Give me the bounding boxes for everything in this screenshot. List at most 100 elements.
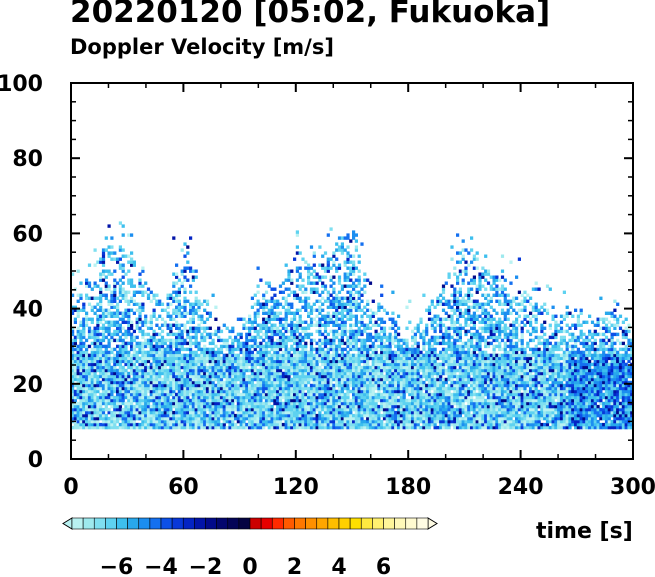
heat-cell [73, 422, 77, 427]
heat-cell [293, 365, 297, 370]
heat-cell [357, 410, 361, 415]
heat-cell [180, 386, 184, 391]
heat-cell [397, 341, 401, 346]
heat-cell [234, 365, 238, 370]
heat-cell [217, 326, 221, 330]
heat-cell [366, 425, 370, 430]
heat-cell [318, 377, 322, 382]
heat-cell [90, 407, 94, 412]
heat-cell [183, 326, 187, 330]
heat-cell [152, 359, 156, 364]
heat-cell [318, 422, 322, 427]
heat-cell [208, 371, 212, 376]
heat-cell [253, 338, 257, 343]
heat-cell [197, 305, 201, 309]
heat-cell [346, 296, 350, 300]
heat-cell [118, 329, 122, 334]
heat-cell [402, 413, 406, 418]
heat-cell [408, 347, 412, 352]
heat-cell [166, 398, 170, 403]
heat-cell [197, 392, 201, 397]
heat-cell [121, 311, 125, 315]
heat-cell [236, 398, 240, 403]
heat-cell [256, 329, 260, 334]
heat-cell [343, 248, 347, 252]
heat-cell [304, 353, 308, 358]
heat-cell [242, 371, 246, 376]
heat-cell [408, 380, 412, 385]
heat-cell [394, 359, 398, 364]
heat-cell [416, 353, 420, 358]
heat-cell [312, 263, 316, 267]
heat-cell [104, 248, 108, 252]
heat-cell [332, 338, 336, 343]
heat-cell [197, 413, 201, 418]
heat-cell [309, 413, 314, 418]
heat-cell [208, 383, 212, 388]
heat-cell [200, 395, 204, 400]
heat-cell [357, 296, 361, 300]
heat-cell [104, 314, 108, 318]
heat-cell [337, 389, 342, 394]
heat-cell [256, 353, 260, 358]
heat-cell [248, 317, 252, 321]
heat-cell [262, 362, 266, 367]
heat-cell [416, 425, 420, 430]
heat-cell [425, 332, 429, 337]
heat-cell [231, 422, 235, 427]
heat-cell [340, 395, 344, 400]
heat-cell [169, 365, 173, 370]
heat-cell [222, 416, 226, 421]
heat-cell [354, 317, 358, 321]
heat-cell [388, 335, 392, 340]
heat-cell [239, 371, 243, 376]
heat-cell [256, 335, 260, 340]
heat-cell [287, 416, 291, 421]
heat-cell [82, 365, 86, 370]
heat-cell [273, 419, 277, 424]
heat-cell [118, 386, 122, 391]
heat-cell [374, 365, 378, 370]
heat-cell [141, 308, 145, 312]
heat-cell [360, 329, 364, 334]
heat-cell [394, 356, 398, 361]
heat-cell [87, 401, 92, 406]
heat-cell [101, 389, 106, 394]
heat-cell [177, 368, 181, 373]
heat-cell [304, 422, 308, 427]
heat-cell [337, 425, 342, 430]
heat-cell [138, 374, 142, 379]
heat-cell [222, 341, 226, 346]
heat-cell [169, 302, 173, 306]
heat-cell [385, 311, 389, 315]
heat-cell [101, 425, 106, 430]
heat-cell [371, 353, 375, 358]
heat-cell [155, 407, 159, 412]
heat-cell [107, 323, 111, 327]
heat-cell [104, 389, 108, 394]
heat-cell [194, 383, 198, 388]
heat-cell [71, 410, 75, 415]
heat-cell [85, 311, 89, 315]
heat-cell [343, 323, 347, 327]
heat-cell [183, 374, 187, 379]
heat-cell [293, 338, 297, 343]
heat-cell [73, 410, 77, 415]
heat-cell [127, 353, 131, 358]
heat-cell [116, 281, 120, 285]
heat-cell [340, 383, 344, 388]
heat-cell [245, 341, 249, 346]
heat-cell [110, 359, 114, 364]
heat-cell [177, 329, 181, 334]
heat-cell [90, 296, 94, 300]
heat-cell [295, 350, 299, 355]
heat-cell [130, 233, 134, 237]
heat-cell [287, 287, 291, 291]
heat-cell [239, 407, 243, 412]
heat-cell [374, 416, 378, 421]
heat-cell [82, 359, 86, 364]
heat-cell [281, 389, 285, 394]
heat-cell [217, 362, 221, 367]
heat-cell [160, 347, 165, 352]
heat-cell [172, 404, 176, 409]
